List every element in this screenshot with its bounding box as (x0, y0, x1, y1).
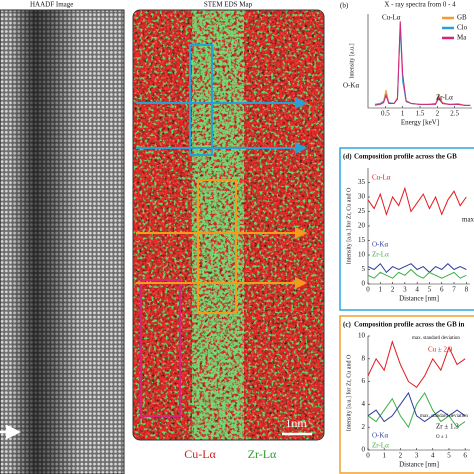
series-line (367, 262, 467, 274)
series-line (374, 22, 471, 106)
eds-title: STEM EDS Map (204, 1, 253, 9)
panel-label: (b) (340, 2, 349, 10)
x-tick-label: 1 (382, 452, 386, 460)
annotation: Zr-Lα (436, 94, 453, 102)
x-axis-label: Distance [nm] (399, 461, 439, 469)
x-tick-label: 8 (465, 286, 469, 294)
x-tick-label: 5 (447, 452, 451, 460)
y-tick-label: 35 (358, 178, 366, 186)
y-tick-label: 15 (358, 236, 366, 244)
x-tick-label: 2 (399, 452, 403, 460)
x-tick-label: 2 (391, 286, 395, 294)
eds-frame (132, 9, 325, 441)
y-tick-label: 10 (358, 332, 366, 340)
series-label: Zr-Lα (372, 442, 389, 450)
legend-label: Clo (457, 24, 468, 32)
scale-bar-label: 1nm (285, 416, 307, 430)
x-tick-label: 0 (366, 286, 370, 294)
x-tick-label: 2.5 (450, 110, 459, 118)
panel-c-frame (339, 315, 474, 474)
y-tick-label: 30 (358, 193, 366, 201)
legend-label: Ma (457, 34, 467, 42)
y-tick-label: 10 (358, 251, 366, 259)
panel-d-frame (339, 147, 474, 311)
x-tick-label: 1 (401, 110, 405, 118)
x-tick-label: 5 (428, 286, 432, 294)
y-tick-label: 25 (358, 207, 366, 215)
series-line (374, 27, 471, 106)
x-tick-label: 4 (415, 286, 419, 294)
annotation: O-Kα (343, 82, 359, 90)
annotation: max. (462, 216, 474, 224)
y-tick-label: 4 (362, 400, 366, 408)
legend-cu: Cu-Lα (184, 447, 216, 461)
series-label: Cu-Lα (372, 174, 391, 182)
y-tick-label: 0 (362, 446, 366, 454)
x-tick-label: 3 (403, 286, 407, 294)
series-line (367, 268, 467, 279)
y-tick-label: 6 (362, 377, 366, 385)
x-tick-label: 6 (463, 452, 467, 460)
series-label: O-Kα (372, 241, 388, 249)
y-axis-label: Intensity [a.u.] for Zr, Cu and O (345, 354, 352, 431)
x-axis-label: Distance [nm] (399, 295, 439, 303)
x-tick-label: 1.5 (416, 110, 425, 118)
x-tick-label: 4 (431, 452, 435, 460)
x-tick-label: 0 (366, 452, 370, 460)
series-label: Zr-Lα (372, 251, 389, 259)
x-tick-label: 3 (415, 452, 419, 460)
series-line (367, 391, 466, 423)
x-tick-label: 7 (452, 286, 456, 294)
annotation: max. standard deviation (420, 414, 468, 419)
x-tick-label: 2 (436, 110, 440, 118)
annotation: Zr ± 1.3 (436, 423, 459, 431)
y-tick-label: 8 (362, 354, 366, 362)
y-tick-label: 20 (358, 222, 366, 230)
series-label: O-Kα (372, 432, 388, 440)
y-tick-label: 0 (362, 280, 366, 288)
series-line (374, 21, 471, 106)
legend-zr: Zr-Lα (248, 447, 277, 461)
annotation: Cu ± 2.9 (428, 346, 453, 354)
y-tick-label: 2 (362, 423, 366, 431)
y-axis-label: Intensity [a.u.] for Zr, Cu and O (345, 187, 352, 264)
annotation: max. standard deviation (412, 336, 460, 341)
axes (367, 168, 470, 285)
series-line (367, 340, 466, 388)
y-tick-label: 5 (362, 265, 366, 273)
y-axis-label: Intensity [a.u.] (349, 43, 355, 78)
panel-label: (d) (343, 153, 352, 161)
haadf-image (0, 9, 125, 474)
annotation: O ± 1 (436, 435, 448, 440)
legend-label: GB (457, 14, 467, 22)
annotation: Cu-Lα (382, 14, 401, 22)
chart-title: Composition profile across the GB in (354, 321, 464, 329)
panel-label: (c) (343, 321, 351, 329)
chart-title: Composition profile across the GB (354, 153, 457, 161)
eds-map (133, 10, 324, 440)
chart-title: X - ray spectra from 0 - 4 (384, 1, 456, 9)
eds-overlays (136, 44, 312, 436)
x-tick-label: 6 (440, 286, 444, 294)
haadf-title: HAADF Image (30, 1, 73, 9)
x-tick-label: 0.5 (381, 110, 390, 118)
x-tick-label: 1 (379, 286, 383, 294)
x-axis-label: Energy [keV] (401, 119, 439, 127)
series-line (367, 186, 467, 217)
